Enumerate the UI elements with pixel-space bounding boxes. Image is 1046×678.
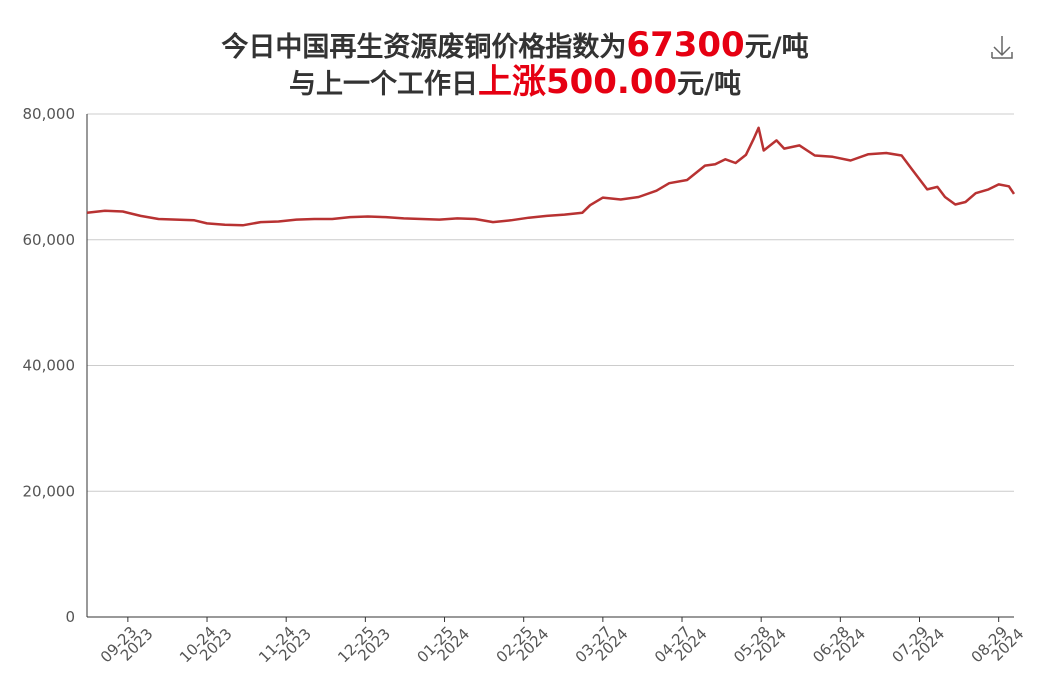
x-tick-label: 09-232023 (97, 616, 157, 676)
title-unit: 元/吨 (745, 32, 809, 63)
y-tick-label: 0 (65, 608, 75, 626)
x-tick-label: 06-282024 (809, 616, 869, 676)
title-value: 67300 (626, 25, 744, 65)
chart-subtitle: 与上一个工作日上涨500.00元/吨 (289, 62, 741, 102)
x-tick-label: 01-252024 (413, 616, 473, 676)
x-tick-label: 02-252024 (493, 616, 553, 676)
price-line (86, 126, 1016, 227)
x-tick-label: 03-272024 (572, 616, 632, 676)
download-glyph[interactable] (991, 36, 1013, 59)
title-part: 与上一个工作日 (289, 69, 478, 100)
y-tick-label: 60,000 (23, 231, 76, 249)
x-tick-label: 05-282024 (730, 616, 790, 676)
x-tick-label: 07-292024 (888, 616, 948, 676)
y-tick-label: 80,000 (23, 105, 76, 123)
x-tick-label: 08-292024 (968, 616, 1028, 676)
x-tick-label: 04-272024 (651, 616, 711, 676)
x-tick-label: 10-242023 (176, 616, 236, 676)
download-icon[interactable] (991, 36, 1013, 59)
chart-title: 今日中国再生资源废铜价格指数为67300元/吨 (221, 25, 808, 65)
x-tick-label: 12-252023 (334, 616, 394, 676)
x-tick-label: 11-242023 (255, 616, 315, 676)
title-value: 500.00 (546, 62, 677, 102)
title-unit: 元/吨 (677, 69, 741, 100)
title-part: 今日中国再生资源废铜价格指数为 (221, 31, 626, 63)
y-tick-label: 20,000 (23, 482, 76, 500)
title-change: 上涨 (478, 62, 546, 102)
y-tick-label: 40,000 (23, 357, 76, 375)
